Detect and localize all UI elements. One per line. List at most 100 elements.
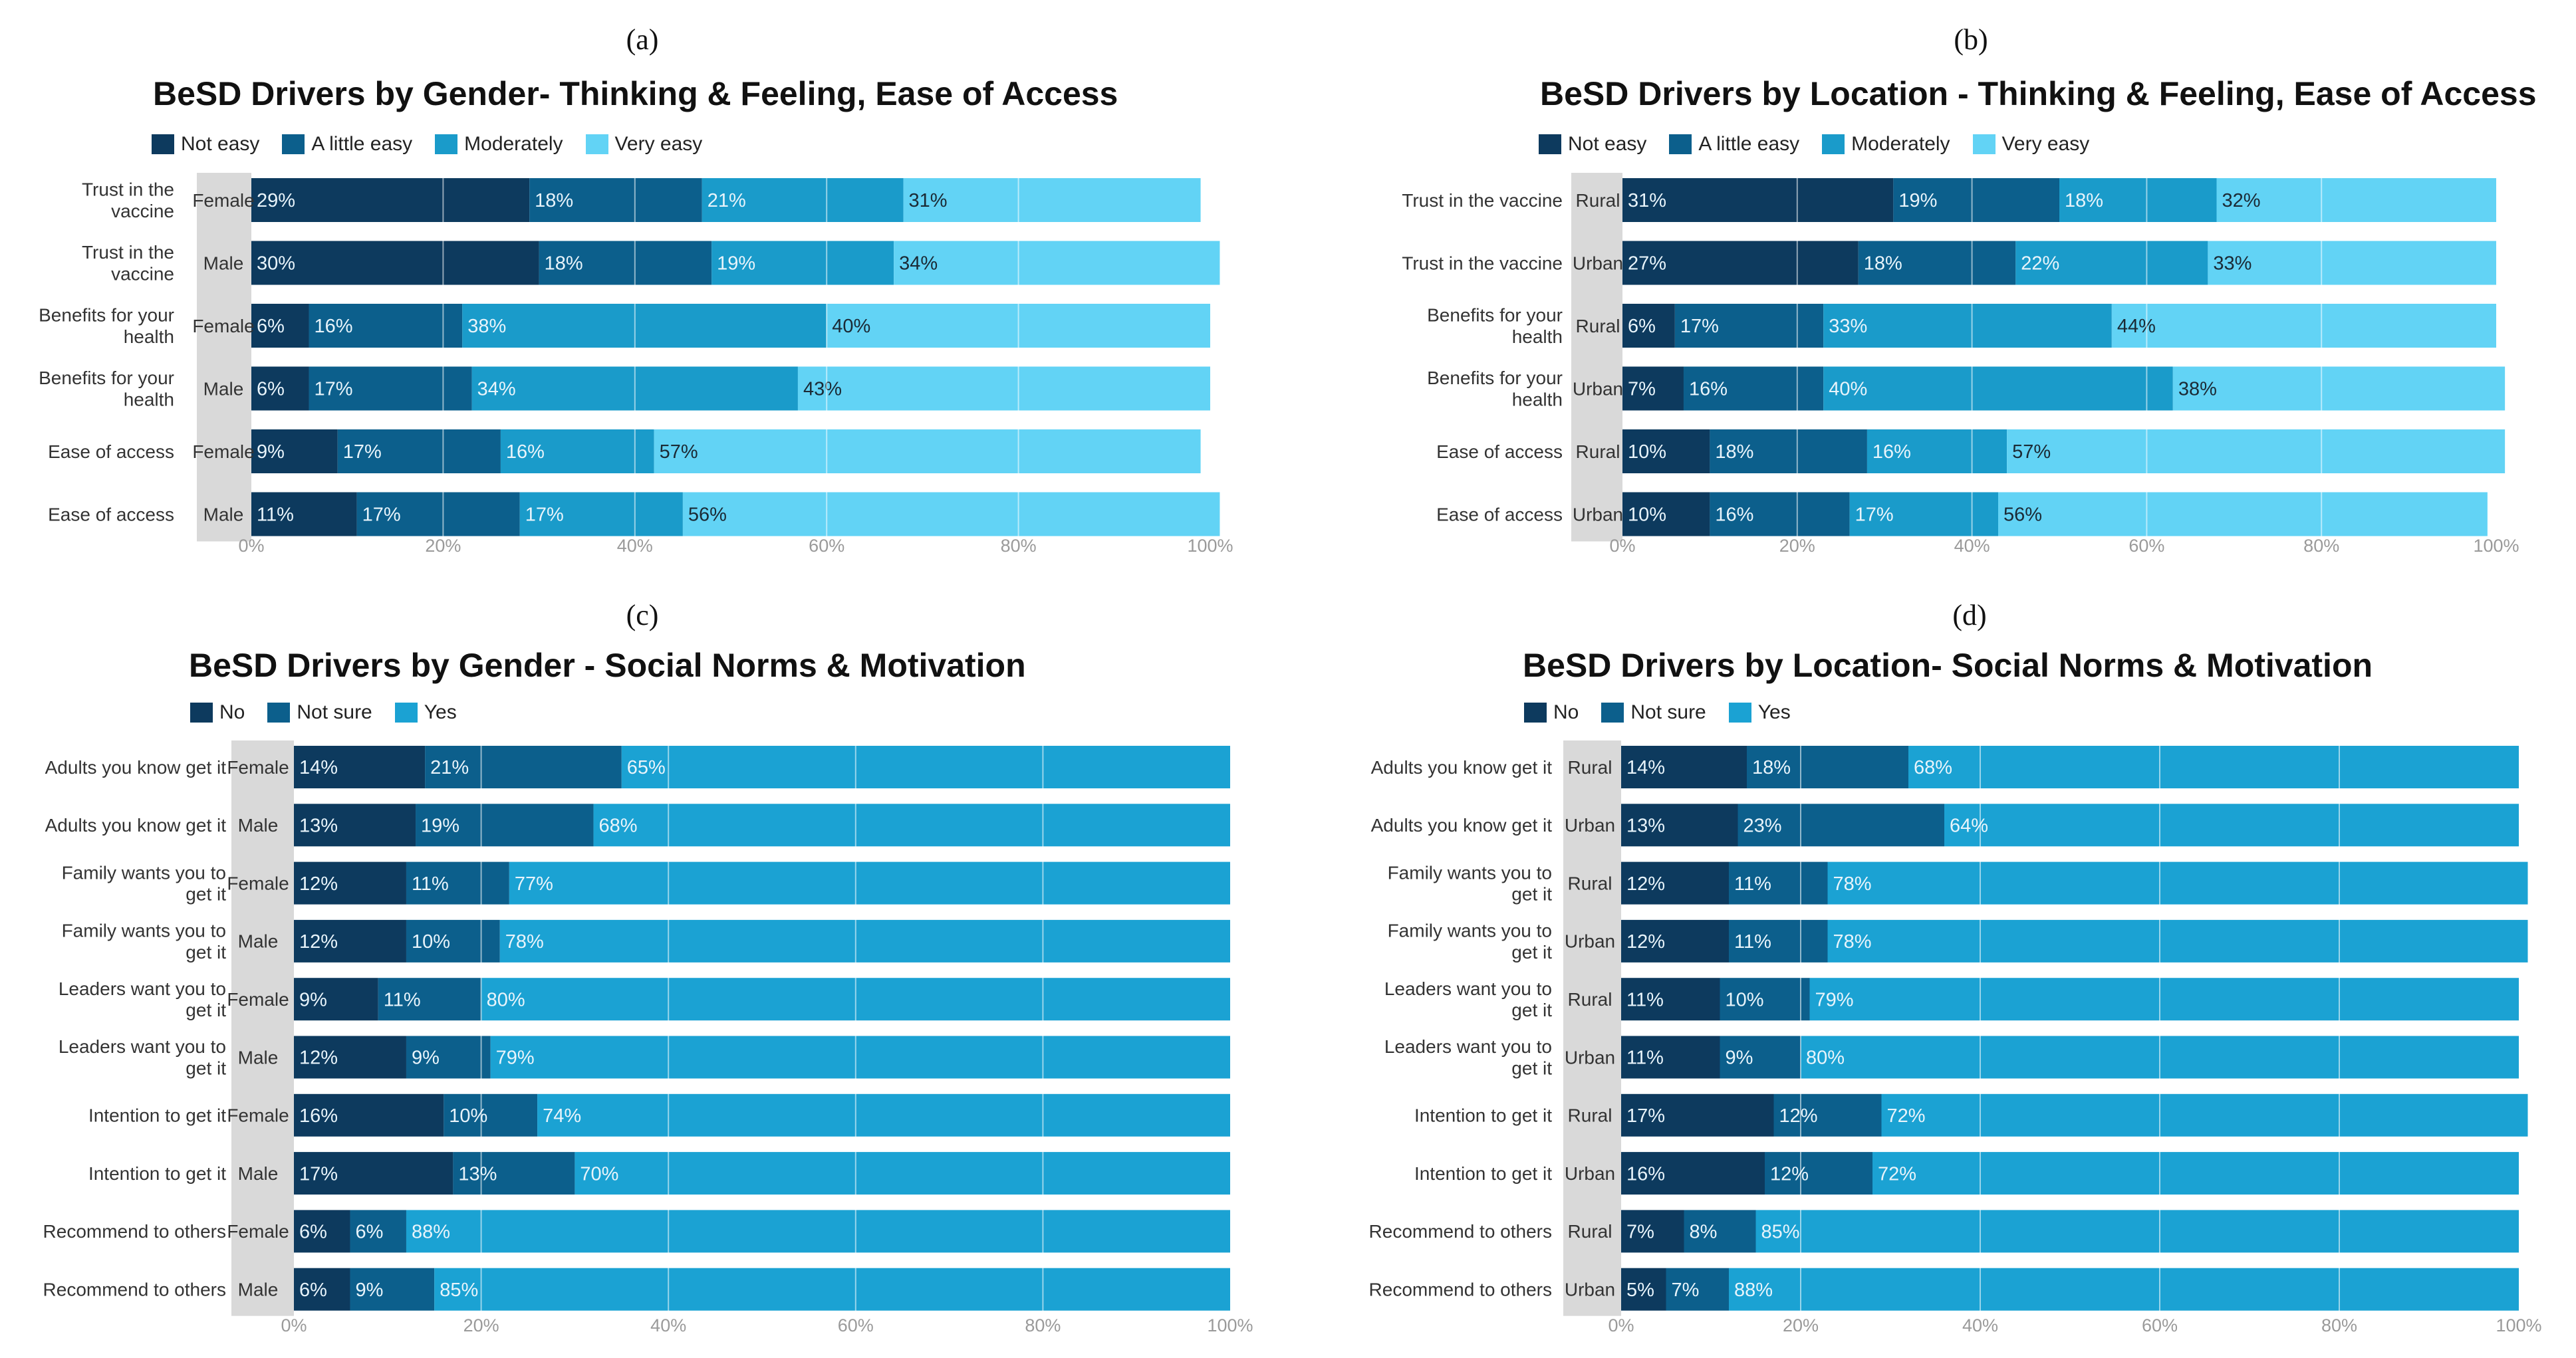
bar-segment (1872, 1152, 2519, 1195)
bar-segment (309, 366, 472, 411)
legend-label: No (1553, 701, 1579, 723)
data-label: 12% (1626, 873, 1665, 895)
legend: No Not sure Yes (1524, 701, 1813, 724)
data-label: 80% (1806, 1048, 1845, 1069)
bar-segment (903, 178, 1201, 222)
data-label: 6% (355, 1222, 383, 1243)
x-tick-label: 60% (838, 1315, 874, 1335)
bar-segment (1710, 492, 1850, 536)
legend-swatch (282, 134, 305, 154)
data-label: 74% (543, 1105, 581, 1127)
data-label: 16% (315, 316, 353, 337)
bar-segment (309, 304, 463, 348)
panel-label: (d) (1952, 599, 1987, 631)
chart-title: BeSD Drivers by Location - Thinking & Fe… (1540, 75, 2537, 112)
category-label: Ease of access (1436, 441, 1563, 462)
bar-segment (1622, 241, 1859, 285)
x-tick-label: 80% (1001, 536, 1037, 556)
data-label: 88% (1734, 1280, 1773, 1301)
legend-item: No (1524, 701, 1579, 724)
legend-item: Not sure (1601, 701, 1706, 724)
data-label: 10% (1628, 505, 1666, 526)
bar-segment (2216, 178, 2496, 222)
data-label: 31% (1628, 190, 1666, 211)
legend-swatch (190, 703, 213, 723)
bar-segment (1621, 746, 1747, 788)
legend-item: Yes (1728, 701, 1791, 724)
chart-plot-a: 29% 18% 21% 31%Trust in thevaccineFemale30%… (39, 173, 1233, 556)
x-tick-label: 20% (425, 536, 461, 556)
x-tick-label: 80% (1025, 1315, 1061, 1335)
bar-segment (2007, 429, 2506, 473)
data-label: 33% (2213, 253, 2252, 275)
legend-swatch (435, 134, 458, 154)
data-label: 12% (299, 873, 338, 895)
data-label: 6% (257, 316, 285, 337)
category-label: get it (186, 942, 226, 962)
legend-swatch (1669, 134, 1692, 154)
bar-segment (1755, 1210, 2519, 1253)
bar-segment (1621, 978, 1720, 1021)
data-label: 29% (257, 190, 295, 211)
group-label: Male (203, 504, 244, 524)
x-tick-label: 100% (2473, 536, 2519, 556)
data-label: 14% (299, 757, 338, 778)
x-tick-label: 20% (463, 1315, 499, 1335)
x-tick-label: 60% (809, 536, 844, 556)
bar-segment (425, 746, 622, 788)
bar-segment (1944, 804, 2519, 847)
category-label: Leaders want you to (1384, 978, 1552, 999)
data-label: 57% (2012, 441, 2051, 463)
data-label: 40% (832, 316, 870, 337)
bar-segment (2208, 241, 2496, 285)
data-label: 44% (2117, 316, 2156, 337)
chart-plot-d: 14% 18% 68% Adults you know get it Rural 13% 2… (1369, 740, 2542, 1335)
category-label: get it (186, 1000, 226, 1020)
category-label: get it (186, 884, 226, 905)
data-label: 72% (1887, 1105, 1926, 1127)
bar-segment (1729, 861, 1828, 905)
bar-segment (509, 861, 1230, 905)
category-label: Adults you know get it (1371, 757, 1553, 778)
group-label: Male (238, 1047, 279, 1068)
legend-swatch (1728, 703, 1751, 723)
group-label: Female (227, 1221, 289, 1242)
bar-segment (575, 1152, 1230, 1195)
bar-segment (490, 1036, 1231, 1079)
bar-segment (416, 804, 594, 847)
data-label: 11% (257, 505, 294, 526)
legend-label: A little easy (311, 133, 413, 155)
data-label: 85% (1761, 1222, 1800, 1243)
bar-segment (294, 919, 406, 962)
bar-segment (1827, 919, 2528, 962)
data-label: 17% (299, 1163, 338, 1185)
bar-segment (1827, 861, 2528, 905)
legend-label: Moderately (1851, 133, 1950, 155)
bar-segment (406, 919, 500, 962)
group-label: Female (227, 873, 289, 893)
bar-segment (500, 429, 654, 473)
data-label: 78% (1833, 873, 1872, 895)
legend-item: Not sure (267, 701, 372, 724)
data-label: 17% (362, 505, 401, 526)
chart-title: BeSD Drivers by Gender - Social Norms & … (189, 647, 1026, 684)
legend-label: Yes (424, 701, 457, 723)
data-label: 6% (299, 1280, 327, 1301)
category-label: Family wants you to (62, 921, 226, 941)
data-label: 13% (299, 815, 338, 836)
category-label: Ease of access (48, 441, 174, 462)
data-label: 16% (1626, 1163, 1665, 1185)
category-label: Recommend to others (43, 1280, 226, 1300)
data-label: 9% (1726, 1048, 1753, 1069)
data-label: 18% (1864, 253, 1902, 275)
data-label: 34% (899, 253, 938, 275)
group-label: Urban (1565, 931, 1615, 952)
data-label: 72% (1878, 1163, 1916, 1185)
data-label: 68% (1914, 757, 1952, 778)
data-label: 14% (1626, 757, 1665, 778)
bar-segment (251, 178, 530, 222)
data-label: 16% (1689, 379, 1728, 400)
bar-segment (406, 1210, 1231, 1253)
data-label: 70% (580, 1163, 618, 1185)
legend-label: Very easy (614, 133, 703, 155)
